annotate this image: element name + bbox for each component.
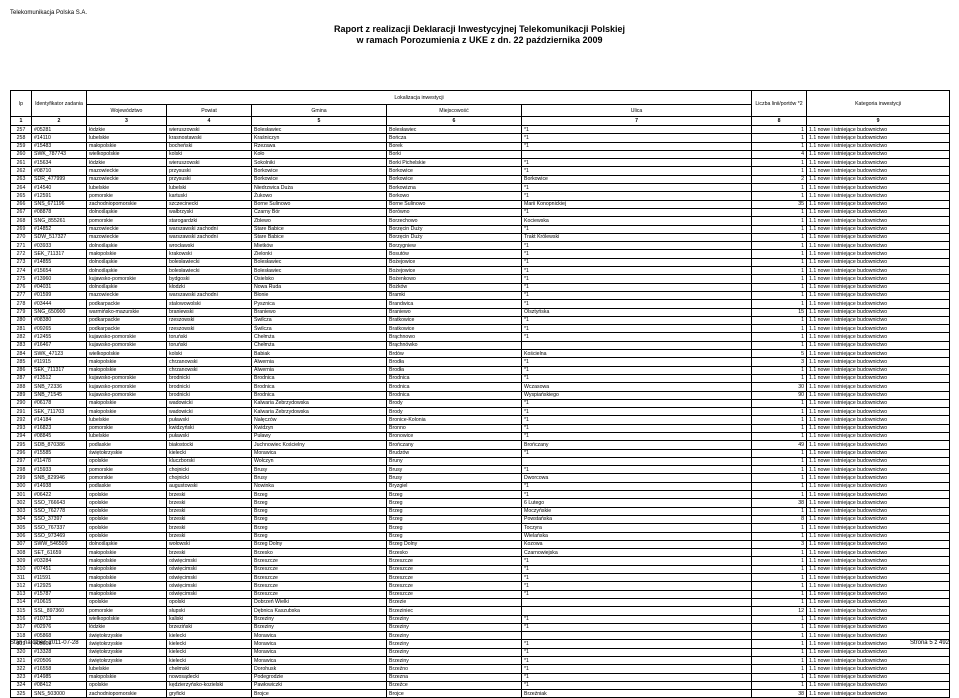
table-row: 289SNB_71545kujawsko-pomorskiebrodnickiB… — [11, 391, 950, 399]
table-row: 271#03933dolnośląskiewrocławskiMietkówBo… — [11, 242, 950, 250]
table-row: 273#14855dolnośląskiebolesławieckiBolesł… — [11, 258, 950, 266]
table-row: 277#01599mazowieckiewarszawski zachodniB… — [11, 291, 950, 299]
table-row: 321#20506świętokrzyskiekieleckiMorawicaB… — [11, 657, 950, 665]
col-liczba: Liczba linii/portów *2 — [752, 91, 807, 117]
table-row: 322#16558lubelskiechełmskiDorohuskBrzeźn… — [11, 665, 950, 673]
table-row: 295SDB_870386podlaskiebiałostockiJuchnow… — [11, 441, 950, 449]
table-row: 300#14938podlaskieaugustowskiNowinkaBryz… — [11, 482, 950, 490]
table-row: 262#08710mazowieckieprzysuskiBorkowiceBo… — [11, 167, 950, 175]
footer-date: Stan na dzień 2011-07-28 — [10, 640, 79, 646]
table-row: 292#14184lubelskiepuławskiNałęczówBronic… — [11, 416, 950, 424]
table-row: 279SNG_650900warmińsko-mazurskiebraniews… — [11, 308, 950, 316]
table-row: 294#08845lubelskiepuławskiPuławyBronowic… — [11, 432, 950, 440]
table-row: 270SDW_517327mazowieckiewarszawski zacho… — [11, 233, 950, 241]
table-row: 259#15483małopolskiebocheńskiRzezawaBore… — [11, 142, 950, 150]
col-powiat: Powiat — [167, 105, 252, 117]
table-row: 267#08878dolnośląskiewałbrzyskiCzarny Bó… — [11, 208, 950, 216]
table-row: 285#11915małopolskiechrzanowskiAlwerniaB… — [11, 358, 950, 366]
table-row: 302SSO_766643opolskiebrzeskiBrzegBrzeg6 … — [11, 499, 950, 507]
col-lp: lp — [11, 91, 32, 117]
table-row: 282#12455kujawsko-pomorskietoruńskiChełm… — [11, 333, 950, 341]
table-row: 325SNS_503000zachodniopomorskiegryfickiB… — [11, 690, 950, 698]
table-row: 264#14540lubelskielubelskiNiedrzwica Duż… — [11, 184, 950, 192]
table-row: 309#03284małopolskieoświęcimskiBrzeszcze… — [11, 557, 950, 565]
table-row: 319#05609świętokrzyskiekieleckiMorawicaB… — [11, 640, 950, 648]
col-lokalizacja: Lokalizacja inwestycji — [87, 91, 752, 105]
table-row: 298#15933pomorskiechojnickiBrusyBrusy*11… — [11, 466, 950, 474]
table-row: 315SSL_897360pomorskiesłupskiDębnica Kas… — [11, 607, 950, 615]
table-row: 297#11478opolskiekluczborskiWołczynBruny… — [11, 457, 950, 465]
table-row: 324#08412opolskiekędzierzyńsko-kozielski… — [11, 681, 950, 689]
col-id: Identyfikator zadania — [32, 91, 87, 117]
table-row: 317#02976łódzkiebrzezińskiBrzezinyBrzezi… — [11, 623, 950, 631]
table-row: 261#15634łódzkiewieruszowskiSokolnikiBor… — [11, 159, 950, 167]
table-row: 306SSO_973469opolskiebrzeskiBrzegBrzegWi… — [11, 532, 950, 540]
table-row: 284SWK_47123wielkopolskiekolskiBabiakBrd… — [11, 350, 950, 358]
table-row: 304SSO_37397opolskiebrzeskiBrzegBrzegPow… — [11, 515, 950, 523]
table-row: 318#05868świętokrzyskiekieleckiMorawicaB… — [11, 632, 950, 640]
table-row: 275#13960kujawsko-pomorskiebydgoskiOsiel… — [11, 275, 950, 283]
col-woj: Województwo — [87, 105, 167, 117]
main-table: lp Identyfikator zadania Lokalizacja inw… — [10, 90, 950, 698]
table-row: 290#06178małopolskiewadowickiKalwaria Ze… — [11, 399, 950, 407]
table-row: 323#14985małopolskienowosądeckiPodegrodz… — [11, 673, 950, 681]
table-row: 299SNB_829946pomorskiechojnickiBrusyBrus… — [11, 474, 950, 482]
table-row: 288SNB_72336kujawsko-pomorskiebrodnickiB… — [11, 383, 950, 391]
table-row: 301#06422opolskiebrzeskiBrzegBrzeg*111.1… — [11, 491, 950, 499]
table-row: 312#12925małopolskieoświęcimskiBrzeszcze… — [11, 582, 950, 590]
table-row: 308SET_61659małopolskiebrzeskiBrzeskoBrz… — [11, 549, 950, 557]
table-row: 314#10615opolskieopolskiDobrzeń WielkiBr… — [11, 598, 950, 606]
table-row: 274#15654dolnośląskiebolesławieckiBolesł… — [11, 267, 950, 275]
table-row: 307SWW_546509dolnośląskiewołowskiBrzeg D… — [11, 540, 950, 548]
col-kategoria: Kategoria inwestycji — [807, 91, 950, 117]
table-row: 316#10713wielkopolskiekaliskiBrzezinyBrz… — [11, 615, 950, 623]
table-row: 311#11591małopolskieoświęcimskiBrzeszcze… — [11, 574, 950, 582]
table-row: 281#09265podkarpackierzeszowskiŚwilczaBr… — [11, 325, 950, 333]
table-row: 313#15787małopolskieoświęcimskiBrzeszcze… — [11, 590, 950, 598]
table-row: 310#07451małopolskieoświęcimskiBrzeszcze… — [11, 565, 950, 573]
table-row: 320#13328świętokrzyskiekieleckiMorawicaB… — [11, 648, 950, 656]
table-row: 293#16823pomorskiekwidzyńskiKwidzynBronn… — [11, 424, 950, 432]
table-row: 258#14110lubelskiekrasnostawskiKraśniczy… — [11, 134, 950, 142]
table-row: 280#08380podkarpackierzeszowskiŚwilczaBr… — [11, 316, 950, 324]
col-miejscowosc: Miejscowość — [387, 105, 522, 117]
table-row: 291SEK_711703małopolskiewadowickiKalwari… — [11, 408, 950, 416]
table-row: 296#15585świętokrzyskiekieleckiMorawicaB… — [11, 449, 950, 457]
table-row: 263SDR_477999mazowieckieprzysuskiBorkowi… — [11, 175, 950, 183]
footer-page: Strona 5 z 492 — [910, 640, 949, 646]
table-row: 266SNS_671196zachodniopomorskieszczecine… — [11, 200, 950, 208]
table-row: 303SSO_762778opolskiebrzeskiBrzegBrzegMo… — [11, 507, 950, 515]
table-row: 265#12591pomorskiekartuskiŻukowoBorkowo*… — [11, 192, 950, 200]
table-row: 272SEK_711317małopolskiekrakowskiZielonk… — [11, 250, 950, 258]
table-row: 283#16467kujawsko-pomorskietoruńskiChełm… — [11, 341, 950, 349]
col-ulica: Ulica — [522, 105, 752, 117]
table-row: 278#03444podkarpackiestalowowolskiPyszni… — [11, 300, 950, 308]
col-gmina: Gmina — [252, 105, 387, 117]
table-row: 305SSO_767337opolskiebrzeskiBrzegBrzegTo… — [11, 524, 950, 532]
table-row: 260SWK_787743wielkopolskiekolskiKołoBork… — [11, 150, 950, 158]
table-row: 276#04031dolnośląskiekłodzkiNowa RudaBoż… — [11, 283, 950, 291]
table-row: 287#13512kujawsko-pomorskiebrodnickiBrod… — [11, 374, 950, 382]
company-name: Telekomunikacja Polska S.A. — [10, 10, 87, 16]
table-row: 269#14852mazowieckiewarszawski zachodniS… — [11, 225, 950, 233]
table-row: 268SNG_855261pomorskiestarogardzkiZblewo… — [11, 217, 950, 225]
table-row: 257#05281łódzkiewieruszowskiBolesławiecB… — [11, 126, 950, 134]
table-row: 286SEK_711317małopolskiechrzanowskiAlwer… — [11, 366, 950, 374]
report-title: Raport z realizacji Deklaracji Inwestycy… — [0, 24, 959, 47]
